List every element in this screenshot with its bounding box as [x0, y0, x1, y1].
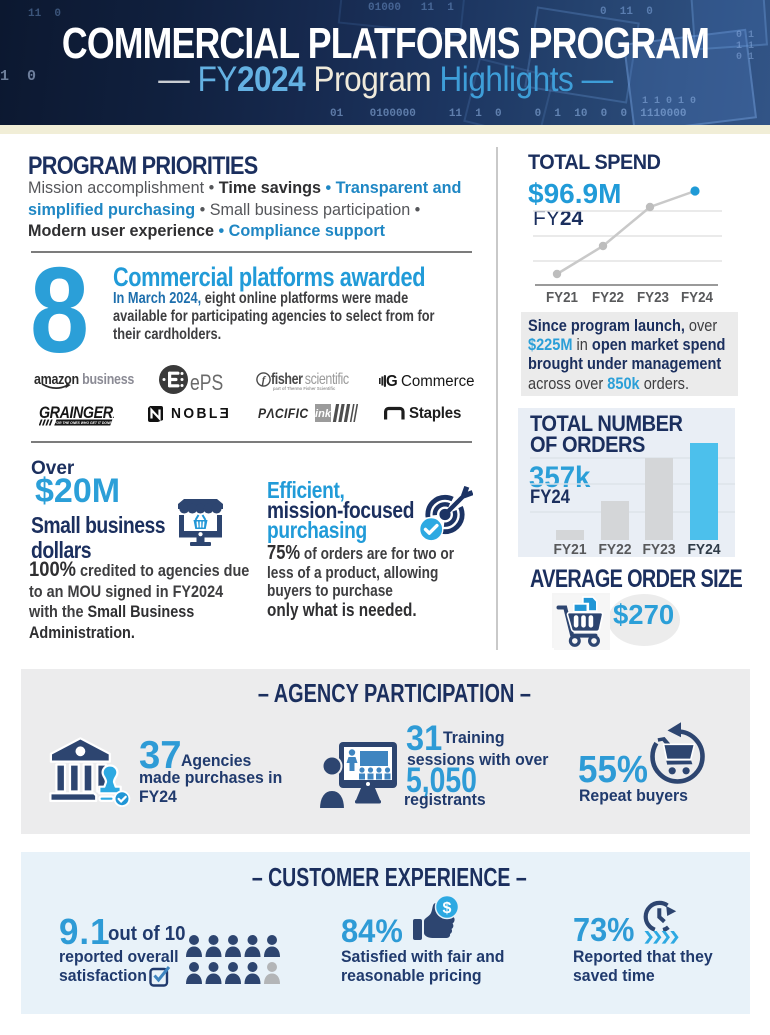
svg-text:FY23: FY23	[643, 541, 676, 557]
svg-text:FY21: FY21	[554, 541, 587, 557]
svg-text:FY24: FY24	[681, 289, 714, 305]
svg-text:f: f	[262, 375, 267, 387]
svg-text:FY22: FY22	[599, 541, 632, 557]
svg-text:FOR THE ONES WHO GET IT DONE: FOR THE ONES WHO GET IT DONE	[54, 421, 112, 425]
svg-text:FY22: FY22	[592, 289, 624, 305]
svg-text:FY24: FY24	[688, 541, 722, 557]
svg-text:$: $	[443, 900, 452, 917]
svg-text:ink: ink	[315, 408, 332, 420]
svg-text:FY23: FY23	[637, 289, 669, 305]
svg-text:FY21: FY21	[546, 289, 578, 305]
